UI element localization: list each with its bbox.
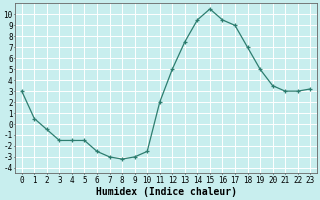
X-axis label: Humidex (Indice chaleur): Humidex (Indice chaleur) [95, 186, 236, 197]
